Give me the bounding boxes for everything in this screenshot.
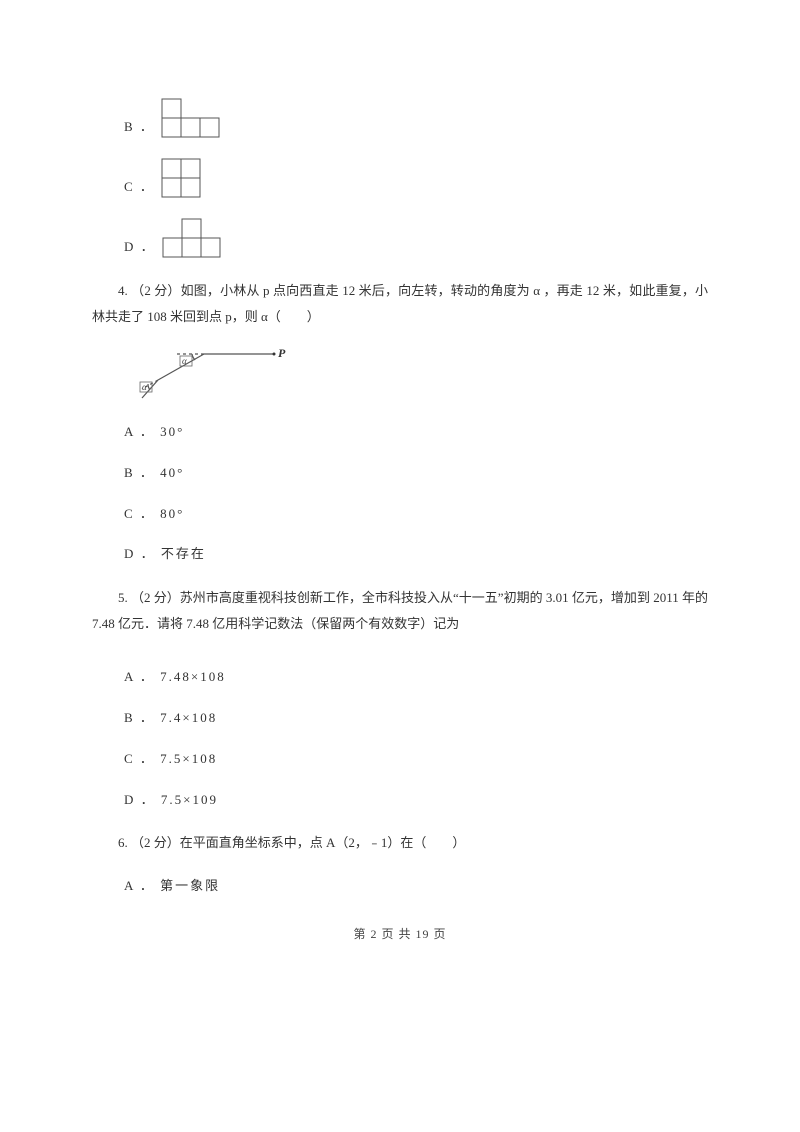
q4-point-p-label: P (278, 346, 286, 360)
option-c-shape-icon (161, 158, 203, 200)
page: B ． C ． D ． (0, 0, 800, 984)
option-d-label: D ． (124, 237, 156, 260)
q6-choice-a: A ． 第一象限 (124, 876, 708, 897)
q5-choice-b: B ． 7.4×108 (124, 708, 708, 729)
page-footer: 第 2 页 共 19 页 (92, 925, 708, 944)
option-d-row: D ． (124, 218, 708, 260)
q4-alpha1-label: α (182, 356, 187, 366)
q5-choice-c: C ． 7.5×108 (124, 749, 708, 770)
q5-text: 5. （2 分）苏州市高度重视科技创新工作，全市科技投入从“十一五”初期的 3.… (92, 585, 708, 637)
option-b-label: B ． (124, 117, 155, 140)
q4-diagram: α α P (124, 344, 708, 402)
q4-choice-c: C ． 80° (124, 504, 708, 525)
q4-choice-a: A ． 30° (124, 422, 708, 443)
option-c-row: C ． (124, 158, 708, 200)
option-b-row: B ． (124, 98, 708, 140)
q4-choice-b: B ． 40° (124, 463, 708, 484)
q6-text: 6. （2 分）在平面直角坐标系中，点 A（2，﹣1）在（ ） (92, 830, 708, 856)
q4-text: 4. （2 分）如图，小林从 p 点向西直走 12 米后，向左转，转动的角度为 … (92, 278, 708, 330)
option-b-shape-icon (161, 98, 221, 140)
q5-choice-a: A ． 7.48×108 (124, 667, 708, 688)
option-d-shape-icon (162, 218, 222, 260)
q5-choice-d: D ． 7.5×109 (124, 790, 708, 811)
q4-choice-d: D ． 不存在 (124, 544, 708, 565)
q4-path-diagram-icon: α α P (124, 344, 294, 402)
option-c-label: C ． (124, 177, 155, 200)
q4-alpha2-label: α (142, 382, 147, 392)
